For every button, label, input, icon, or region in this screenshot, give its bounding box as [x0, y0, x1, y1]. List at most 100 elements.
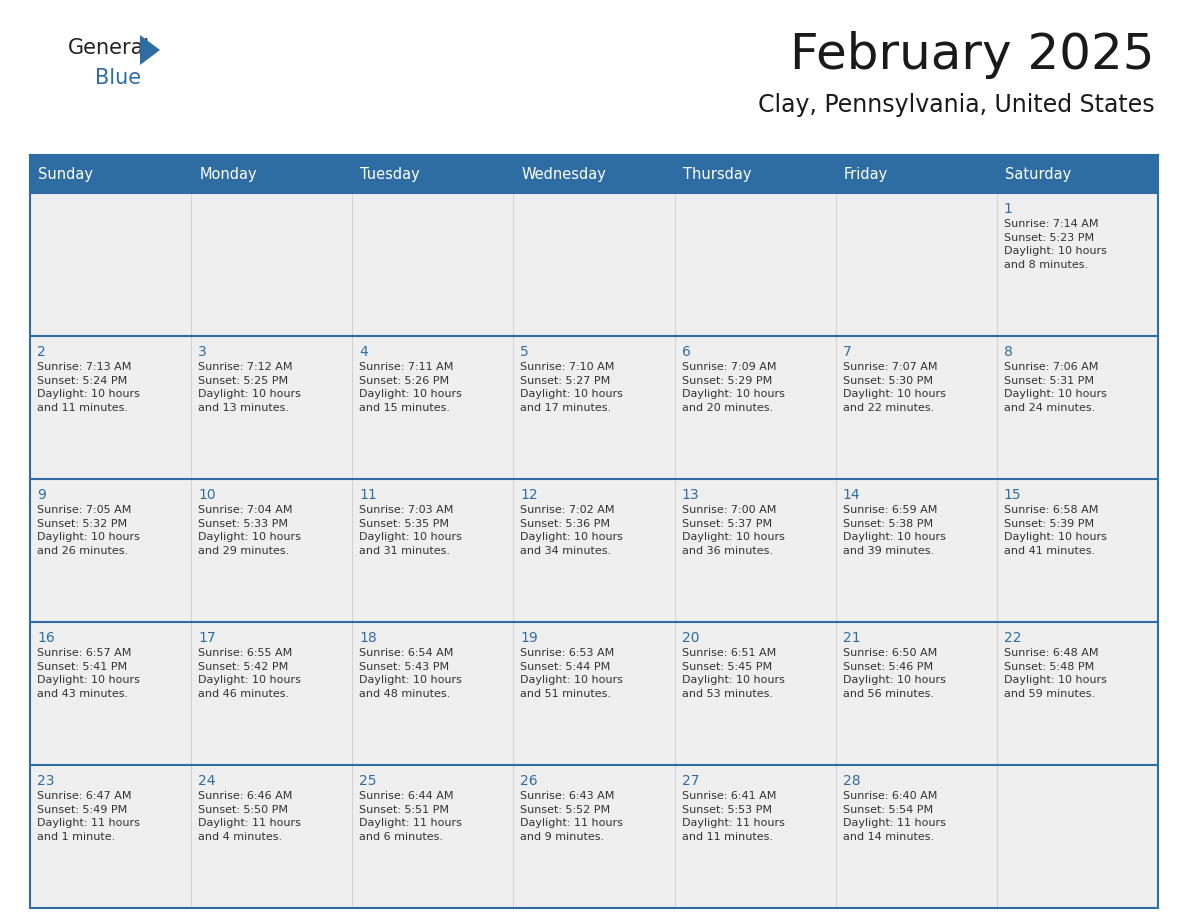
Text: Sunday: Sunday [38, 166, 93, 182]
Bar [513, 479, 675, 622]
Bar [191, 622, 353, 765]
Text: Sunrise: 7:13 AM
Sunset: 5:24 PM
Daylight: 10 hours
and 11 minutes.: Sunrise: 7:13 AM Sunset: 5:24 PM Dayligh… [37, 362, 140, 413]
Text: Blue: Blue [95, 68, 141, 88]
Text: Sunrise: 7:04 AM
Sunset: 5:33 PM
Daylight: 10 hours
and 29 minutes.: Sunrise: 7:04 AM Sunset: 5:33 PM Dayligh… [198, 505, 301, 555]
Text: Sunrise: 6:40 AM
Sunset: 5:54 PM
Daylight: 11 hours
and 14 minutes.: Sunrise: 6:40 AM Sunset: 5:54 PM Dayligh… [842, 791, 946, 842]
Text: 8: 8 [1004, 345, 1012, 359]
Text: 15: 15 [1004, 488, 1022, 502]
Text: Sunrise: 6:59 AM
Sunset: 5:38 PM
Daylight: 10 hours
and 39 minutes.: Sunrise: 6:59 AM Sunset: 5:38 PM Dayligh… [842, 505, 946, 555]
Bar [675, 193, 835, 336]
Text: 12: 12 [520, 488, 538, 502]
Text: Sunrise: 7:07 AM
Sunset: 5:30 PM
Daylight: 10 hours
and 22 minutes.: Sunrise: 7:07 AM Sunset: 5:30 PM Dayligh… [842, 362, 946, 413]
Text: Sunrise: 7:09 AM
Sunset: 5:29 PM
Daylight: 10 hours
and 20 minutes.: Sunrise: 7:09 AM Sunset: 5:29 PM Dayligh… [682, 362, 784, 413]
Text: 19: 19 [520, 631, 538, 645]
Bar [30, 155, 1158, 193]
Text: 25: 25 [359, 774, 377, 788]
Text: 27: 27 [682, 774, 699, 788]
Text: 4: 4 [359, 345, 368, 359]
Text: 21: 21 [842, 631, 860, 645]
Bar [353, 336, 513, 479]
Text: Wednesday: Wednesday [522, 166, 606, 182]
Bar [191, 479, 353, 622]
Text: 20: 20 [682, 631, 699, 645]
Text: Tuesday: Tuesday [360, 166, 421, 182]
Bar [353, 622, 513, 765]
Bar [191, 193, 353, 336]
Text: Saturday: Saturday [1005, 166, 1072, 182]
Bar [675, 765, 835, 908]
Text: Sunrise: 6:51 AM
Sunset: 5:45 PM
Daylight: 10 hours
and 53 minutes.: Sunrise: 6:51 AM Sunset: 5:45 PM Dayligh… [682, 648, 784, 699]
Bar [997, 336, 1158, 479]
Polygon shape [140, 35, 160, 65]
Text: 16: 16 [37, 631, 55, 645]
Bar [353, 193, 513, 336]
Text: Sunrise: 7:02 AM
Sunset: 5:36 PM
Daylight: 10 hours
and 34 minutes.: Sunrise: 7:02 AM Sunset: 5:36 PM Dayligh… [520, 505, 624, 555]
Text: February 2025: February 2025 [790, 31, 1155, 79]
Bar [997, 765, 1158, 908]
Text: Sunrise: 6:43 AM
Sunset: 5:52 PM
Daylight: 11 hours
and 9 minutes.: Sunrise: 6:43 AM Sunset: 5:52 PM Dayligh… [520, 791, 624, 842]
Bar [675, 336, 835, 479]
Text: 18: 18 [359, 631, 377, 645]
Text: Sunrise: 6:48 AM
Sunset: 5:48 PM
Daylight: 10 hours
and 59 minutes.: Sunrise: 6:48 AM Sunset: 5:48 PM Dayligh… [1004, 648, 1107, 699]
Bar [30, 622, 191, 765]
Bar [30, 479, 191, 622]
Text: Sunrise: 7:00 AM
Sunset: 5:37 PM
Daylight: 10 hours
and 36 minutes.: Sunrise: 7:00 AM Sunset: 5:37 PM Dayligh… [682, 505, 784, 555]
Text: Sunrise: 6:57 AM
Sunset: 5:41 PM
Daylight: 10 hours
and 43 minutes.: Sunrise: 6:57 AM Sunset: 5:41 PM Dayligh… [37, 648, 140, 699]
Bar [191, 336, 353, 479]
Bar [513, 765, 675, 908]
Bar [835, 479, 997, 622]
Bar [513, 622, 675, 765]
Text: Thursday: Thursday [683, 166, 751, 182]
Bar [675, 622, 835, 765]
Bar [513, 336, 675, 479]
Text: Sunrise: 6:54 AM
Sunset: 5:43 PM
Daylight: 10 hours
and 48 minutes.: Sunrise: 6:54 AM Sunset: 5:43 PM Dayligh… [359, 648, 462, 699]
Text: 10: 10 [198, 488, 216, 502]
Bar [835, 765, 997, 908]
Text: Sunrise: 7:11 AM
Sunset: 5:26 PM
Daylight: 10 hours
and 15 minutes.: Sunrise: 7:11 AM Sunset: 5:26 PM Dayligh… [359, 362, 462, 413]
Bar [997, 193, 1158, 336]
Bar [835, 193, 997, 336]
Text: 7: 7 [842, 345, 852, 359]
Text: 28: 28 [842, 774, 860, 788]
Text: 23: 23 [37, 774, 55, 788]
Text: Sunrise: 6:53 AM
Sunset: 5:44 PM
Daylight: 10 hours
and 51 minutes.: Sunrise: 6:53 AM Sunset: 5:44 PM Dayligh… [520, 648, 624, 699]
Text: 14: 14 [842, 488, 860, 502]
Text: 1: 1 [1004, 202, 1012, 216]
Text: Clay, Pennsylvania, United States: Clay, Pennsylvania, United States [758, 93, 1155, 117]
Text: General: General [68, 38, 150, 58]
Text: Sunrise: 6:41 AM
Sunset: 5:53 PM
Daylight: 11 hours
and 11 minutes.: Sunrise: 6:41 AM Sunset: 5:53 PM Dayligh… [682, 791, 784, 842]
Bar [353, 765, 513, 908]
Text: 2: 2 [37, 345, 46, 359]
Bar [191, 765, 353, 908]
Bar [513, 193, 675, 336]
Text: Sunrise: 6:55 AM
Sunset: 5:42 PM
Daylight: 10 hours
and 46 minutes.: Sunrise: 6:55 AM Sunset: 5:42 PM Dayligh… [198, 648, 301, 699]
Text: Sunrise: 7:05 AM
Sunset: 5:32 PM
Daylight: 10 hours
and 26 minutes.: Sunrise: 7:05 AM Sunset: 5:32 PM Dayligh… [37, 505, 140, 555]
Text: Monday: Monday [200, 166, 257, 182]
Text: Sunrise: 7:10 AM
Sunset: 5:27 PM
Daylight: 10 hours
and 17 minutes.: Sunrise: 7:10 AM Sunset: 5:27 PM Dayligh… [520, 362, 624, 413]
Text: 26: 26 [520, 774, 538, 788]
Text: Sunrise: 6:50 AM
Sunset: 5:46 PM
Daylight: 10 hours
and 56 minutes.: Sunrise: 6:50 AM Sunset: 5:46 PM Dayligh… [842, 648, 946, 699]
Text: Sunrise: 7:06 AM
Sunset: 5:31 PM
Daylight: 10 hours
and 24 minutes.: Sunrise: 7:06 AM Sunset: 5:31 PM Dayligh… [1004, 362, 1107, 413]
Text: Sunrise: 7:03 AM
Sunset: 5:35 PM
Daylight: 10 hours
and 31 minutes.: Sunrise: 7:03 AM Sunset: 5:35 PM Dayligh… [359, 505, 462, 555]
Text: 22: 22 [1004, 631, 1022, 645]
Text: 6: 6 [682, 345, 690, 359]
Text: Sunrise: 7:14 AM
Sunset: 5:23 PM
Daylight: 10 hours
and 8 minutes.: Sunrise: 7:14 AM Sunset: 5:23 PM Dayligh… [1004, 219, 1107, 270]
Text: Sunrise: 6:46 AM
Sunset: 5:50 PM
Daylight: 11 hours
and 4 minutes.: Sunrise: 6:46 AM Sunset: 5:50 PM Dayligh… [198, 791, 301, 842]
Text: Sunrise: 7:12 AM
Sunset: 5:25 PM
Daylight: 10 hours
and 13 minutes.: Sunrise: 7:12 AM Sunset: 5:25 PM Dayligh… [198, 362, 301, 413]
Text: Friday: Friday [843, 166, 887, 182]
Text: 3: 3 [198, 345, 207, 359]
Bar [353, 479, 513, 622]
Bar [997, 622, 1158, 765]
Bar [30, 193, 191, 336]
Bar [30, 765, 191, 908]
Text: 17: 17 [198, 631, 216, 645]
Text: 5: 5 [520, 345, 529, 359]
Text: 11: 11 [359, 488, 377, 502]
Bar [835, 622, 997, 765]
Bar [835, 336, 997, 479]
Text: Sunrise: 6:58 AM
Sunset: 5:39 PM
Daylight: 10 hours
and 41 minutes.: Sunrise: 6:58 AM Sunset: 5:39 PM Dayligh… [1004, 505, 1107, 555]
Text: 24: 24 [198, 774, 216, 788]
Text: 13: 13 [682, 488, 700, 502]
Bar [675, 479, 835, 622]
Bar [30, 336, 191, 479]
